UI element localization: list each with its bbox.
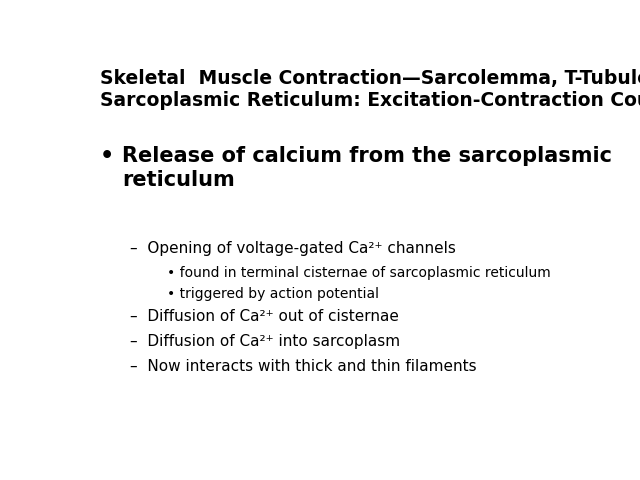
Text: –  Opening of voltage-gated Ca²⁺ channels: – Opening of voltage-gated Ca²⁺ channels [129, 240, 456, 255]
Text: •: • [100, 146, 114, 166]
Text: • found in terminal cisternae of sarcoplasmic reticulum: • found in terminal cisternae of sarcopl… [167, 266, 550, 280]
Text: –  Now interacts with thick and thin filaments: – Now interacts with thick and thin fila… [129, 359, 476, 374]
Text: Release of calcium from the sarcoplasmic
reticulum: Release of calcium from the sarcoplasmic… [122, 146, 612, 190]
Text: –  Diffusion of Ca²⁺ out of cisternae: – Diffusion of Ca²⁺ out of cisternae [129, 309, 399, 324]
Text: • triggered by action potential: • triggered by action potential [167, 287, 379, 301]
Text: Skeletal  Muscle Contraction—Sarcolemma, T-Tubules,
Sarcoplasmic Reticulum: Exci: Skeletal Muscle Contraction—Sarcolemma, … [100, 69, 640, 110]
Text: –  Diffusion of Ca²⁺ into sarcoplasm: – Diffusion of Ca²⁺ into sarcoplasm [129, 334, 400, 348]
